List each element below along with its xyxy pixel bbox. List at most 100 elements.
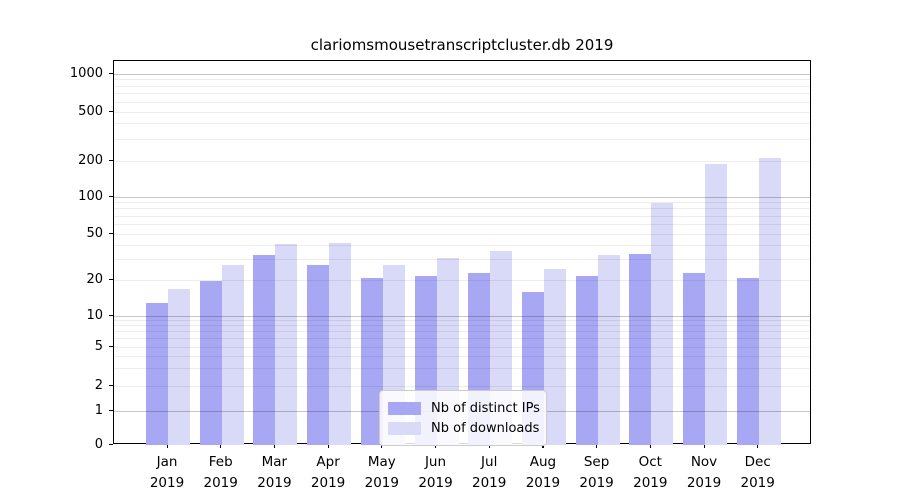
bar-distinct-ips bbox=[253, 255, 276, 445]
gridline bbox=[114, 368, 810, 370]
y-tick-label: 5 bbox=[94, 338, 103, 354]
chart-title: clariomsmousetranscriptcluster.db 2019 bbox=[310, 36, 614, 54]
gridline bbox=[114, 123, 810, 125]
gridline bbox=[114, 93, 810, 95]
gridline bbox=[114, 280, 810, 281]
x-tick-mark bbox=[220, 444, 222, 448]
legend-entry-downloads: Nb of downloads bbox=[388, 419, 540, 437]
x-tick-mark bbox=[542, 444, 544, 448]
bar-distinct-ips bbox=[575, 275, 598, 445]
x-tick-mark bbox=[488, 444, 490, 448]
y-tick-label: 0 bbox=[94, 436, 103, 452]
y-tick-label: 20 bbox=[86, 272, 103, 287]
gridline bbox=[114, 73, 810, 75]
legend-label-distinct-ips: Nb of distinct IPs bbox=[431, 400, 540, 416]
gridline bbox=[114, 196, 810, 198]
x-tick-mark bbox=[435, 444, 437, 448]
gridline bbox=[114, 315, 810, 317]
y-tick-mark bbox=[109, 443, 113, 445]
y-tick-label: 2 bbox=[94, 377, 103, 393]
y-tick-mark bbox=[109, 72, 113, 74]
x-tick-label: Dec 2019 bbox=[740, 454, 775, 491]
x-tick-label: Feb 2019 bbox=[203, 454, 238, 491]
y-tick-mark bbox=[109, 159, 113, 161]
bar-distinct-ips bbox=[146, 302, 168, 445]
gridline bbox=[114, 244, 810, 246]
gridline bbox=[114, 79, 810, 81]
bar-distinct-ips bbox=[199, 280, 222, 445]
gridline bbox=[114, 202, 810, 204]
legend-entry-distinct-ips: Nb of distinct IPs bbox=[388, 399, 540, 417]
legend-swatch-distinct-ips bbox=[388, 401, 421, 415]
plot-area: Nb of distinct IPs Nb of downloads bbox=[113, 60, 811, 446]
x-tick-label: Aug 2019 bbox=[525, 454, 561, 491]
bar-downloads bbox=[168, 288, 190, 445]
gridline bbox=[114, 325, 810, 327]
bar-distinct-ips bbox=[683, 273, 705, 445]
x-tick-label: Jul 2019 bbox=[472, 454, 507, 491]
y-tick-mark bbox=[109, 232, 113, 234]
x-tick-label: Apr 2019 bbox=[310, 454, 346, 491]
gridline bbox=[114, 160, 810, 162]
x-tick-mark bbox=[273, 444, 276, 448]
y-tick-mark bbox=[109, 110, 113, 112]
y-tick-label: 50 bbox=[86, 225, 103, 241]
y-tick-mark bbox=[109, 279, 113, 281]
gridline bbox=[114, 385, 810, 387]
x-tick-mark bbox=[166, 444, 168, 448]
bar-downloads bbox=[705, 163, 727, 445]
x-tick-mark bbox=[757, 444, 759, 448]
x-tick-mark bbox=[703, 444, 705, 448]
x-tick-label: Oct 2019 bbox=[633, 454, 668, 491]
y-tick-label: 1000 bbox=[69, 65, 103, 81]
bar-downloads bbox=[597, 255, 620, 445]
gridline bbox=[114, 233, 810, 235]
y-tick-label: 1 bbox=[94, 402, 103, 418]
y-tick-mark bbox=[109, 409, 113, 411]
bar-downloads bbox=[758, 158, 781, 445]
x-tick-label: Nov 2019 bbox=[686, 454, 722, 491]
gridline bbox=[114, 85, 810, 87]
legend-swatch-downloads bbox=[388, 421, 421, 435]
gridline bbox=[114, 208, 810, 210]
gridline bbox=[114, 320, 810, 322]
y-tick-mark bbox=[109, 314, 113, 316]
bar-downloads bbox=[651, 202, 674, 445]
x-tick-label: Jun 2019 bbox=[418, 454, 453, 491]
x-tick-mark bbox=[381, 444, 383, 448]
y-tick-mark bbox=[109, 384, 113, 386]
gridline bbox=[114, 338, 810, 340]
bar-distinct-ips bbox=[629, 253, 652, 445]
x-tick-mark bbox=[649, 444, 651, 448]
gridline bbox=[114, 223, 810, 225]
x-tick-mark bbox=[596, 444, 598, 448]
bar-downloads bbox=[275, 244, 298, 445]
y-tick-label: 200 bbox=[78, 152, 103, 168]
bar-downloads bbox=[329, 242, 352, 445]
x-tick-label: Jan 2019 bbox=[149, 454, 185, 491]
gridline bbox=[114, 355, 810, 357]
bar-distinct-ips bbox=[736, 278, 759, 445]
y-tick-mark bbox=[109, 345, 113, 347]
legend-label-downloads: Nb of downloads bbox=[431, 420, 540, 436]
y-tick-label: 10 bbox=[86, 307, 103, 323]
gridline bbox=[114, 101, 810, 103]
x-tick-label: Mar 2019 bbox=[257, 454, 292, 491]
y-tick-label: 100 bbox=[78, 188, 103, 204]
gridline bbox=[114, 331, 810, 333]
bar-distinct-ips bbox=[360, 278, 383, 445]
y-tick-mark bbox=[109, 195, 113, 197]
y-tick-label: 500 bbox=[78, 103, 103, 119]
gridline bbox=[114, 138, 810, 140]
gridline bbox=[114, 259, 810, 261]
gridline bbox=[114, 215, 810, 217]
bar-downloads bbox=[543, 269, 566, 445]
x-tick-label: Sep 2019 bbox=[579, 454, 614, 491]
gridline bbox=[114, 346, 810, 348]
bar-distinct-ips bbox=[307, 265, 330, 445]
x-tick-label: May 2019 bbox=[364, 454, 399, 491]
gridline bbox=[114, 111, 810, 113]
legend: Nb of distinct IPs Nb of downloads bbox=[379, 390, 547, 446]
bar-downloads bbox=[221, 265, 244, 445]
